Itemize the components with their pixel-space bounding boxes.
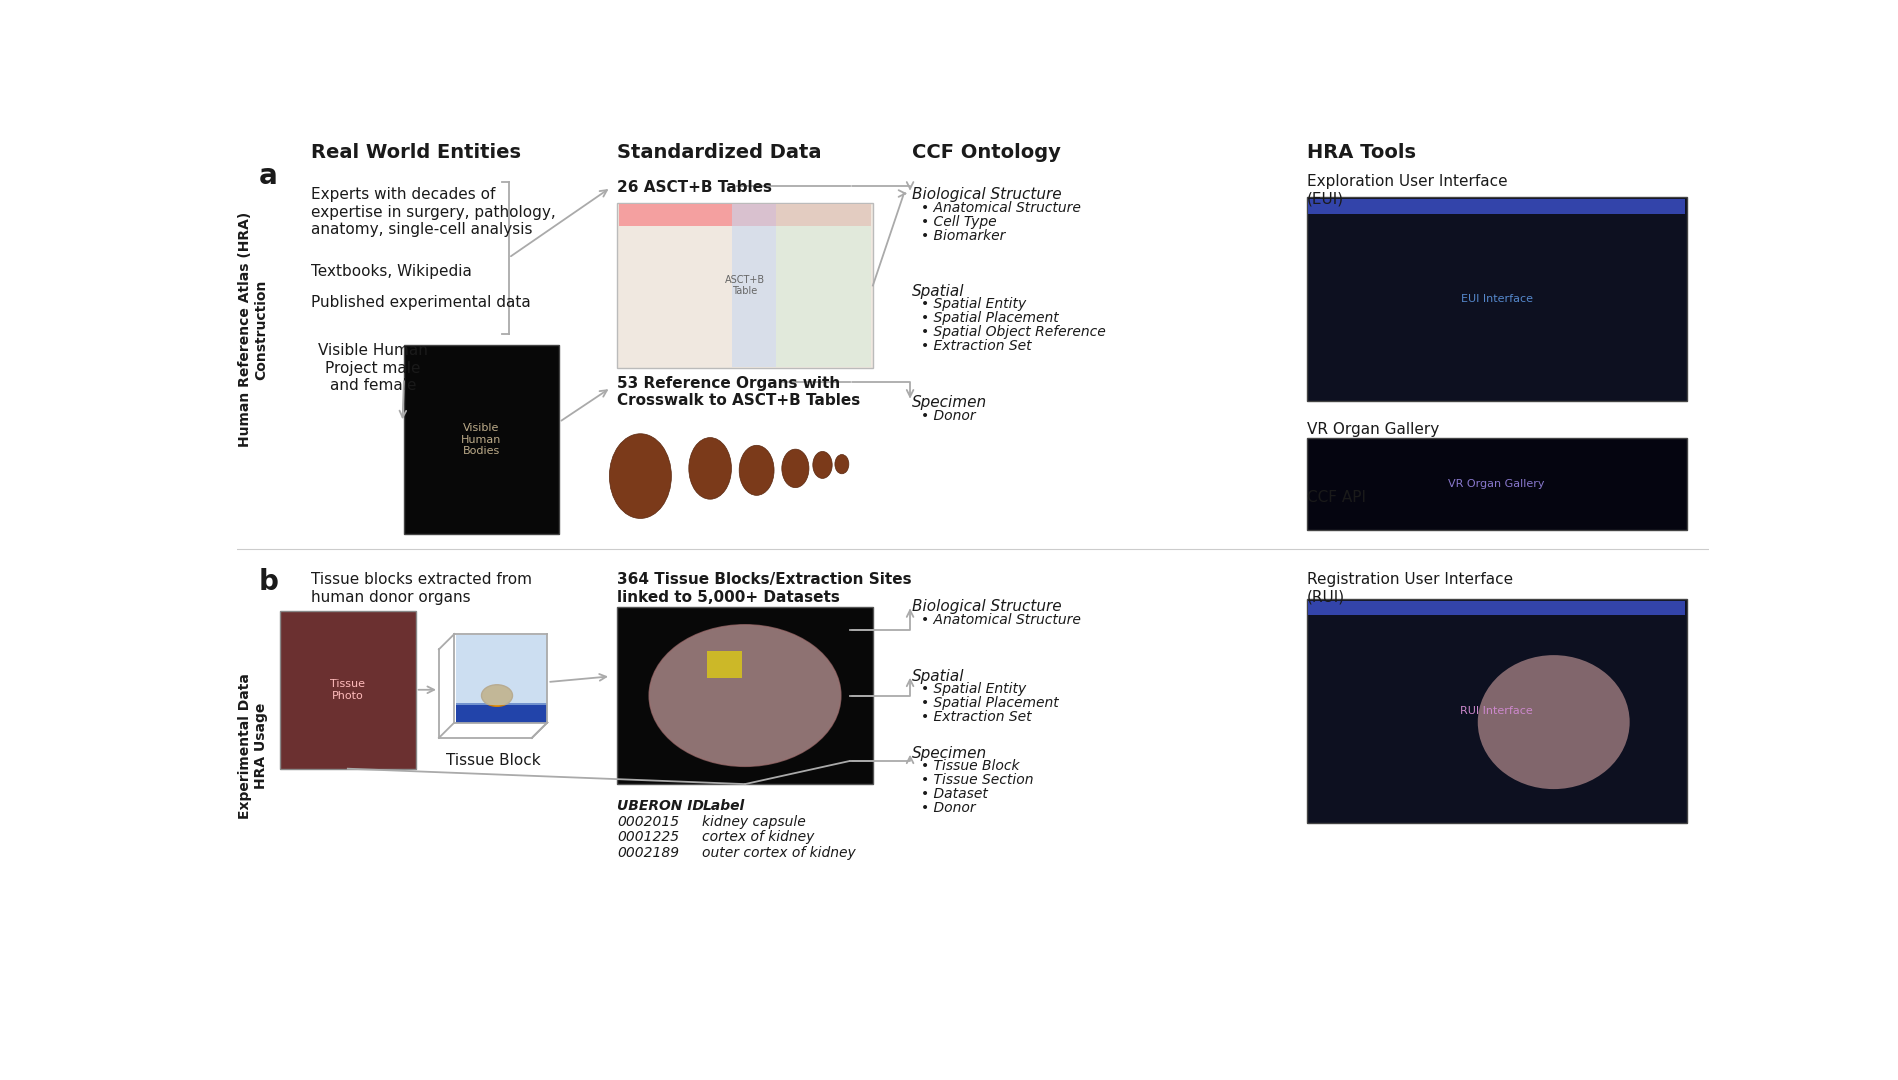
Text: HRA Tools: HRA Tools [1306, 144, 1416, 162]
Text: Experts with decades of
expertise in surgery, pathology,
anatomy, single-cell an: Experts with decades of expertise in sur… [311, 187, 556, 238]
Text: Tissue
Photo: Tissue Photo [330, 679, 364, 701]
Text: • Spatial Entity: • Spatial Entity [921, 683, 1025, 697]
Text: 364 Tissue Blocks/Extraction Sites
linked to 5,000+ Datasets: 364 Tissue Blocks/Extraction Sites linke… [617, 572, 911, 605]
Text: • Biomarker: • Biomarker [921, 229, 1004, 243]
Ellipse shape [482, 685, 512, 706]
Ellipse shape [609, 434, 672, 518]
Text: Label: Label [702, 799, 744, 813]
Text: Experimental Data
HRA Usage: Experimental Data HRA Usage [237, 673, 268, 819]
Text: • Extraction Set: • Extraction Set [921, 339, 1031, 353]
Text: 0002189: 0002189 [617, 846, 679, 860]
Ellipse shape [649, 624, 841, 767]
Text: outer cortex of kidney: outer cortex of kidney [702, 846, 856, 860]
Text: Spatial: Spatial [911, 284, 964, 298]
Text: Exploration User Interface
(EUI): Exploration User Interface (EUI) [1306, 174, 1507, 206]
Text: Registration User Interface
(RUI): Registration User Interface (RUI) [1306, 572, 1513, 605]
FancyBboxPatch shape [617, 607, 873, 784]
Text: Visible Human
Project male
and female: Visible Human Project male and female [317, 343, 427, 393]
Text: ASCT+B
Table: ASCT+B Table [725, 274, 765, 296]
FancyBboxPatch shape [706, 651, 740, 678]
Text: • Donor: • Donor [921, 801, 976, 815]
Text: • Tissue Section: • Tissue Section [921, 773, 1033, 787]
Text: EUI Interface: EUI Interface [1460, 295, 1532, 305]
Text: Textbooks, Wikipedia: Textbooks, Wikipedia [311, 265, 471, 280]
Text: • Tissue Block: • Tissue Block [921, 759, 1019, 773]
Text: 0002015: 0002015 [617, 815, 679, 829]
Text: cortex of kidney: cortex of kidney [702, 831, 814, 845]
FancyBboxPatch shape [1308, 199, 1684, 214]
Text: VR Organ Gallery: VR Organ Gallery [1306, 422, 1439, 437]
Text: a: a [258, 162, 277, 190]
FancyBboxPatch shape [1306, 599, 1685, 823]
Text: VR Organ Gallery: VR Organ Gallery [1448, 478, 1545, 489]
FancyBboxPatch shape [404, 346, 558, 534]
Text: • Anatomical Structure: • Anatomical Structure [921, 613, 1080, 627]
Text: • Extraction Set: • Extraction Set [921, 711, 1031, 725]
Text: Standardized Data: Standardized Data [617, 144, 822, 162]
Ellipse shape [835, 455, 848, 474]
Text: • Anatomical Structure: • Anatomical Structure [921, 201, 1080, 215]
Text: CCF API: CCF API [1306, 490, 1365, 505]
FancyBboxPatch shape [617, 415, 873, 534]
Text: Human Reference Atlas (HRA)
Construction: Human Reference Atlas (HRA) Construction [237, 212, 268, 447]
FancyBboxPatch shape [619, 204, 871, 226]
Text: • Spatial Entity: • Spatial Entity [921, 297, 1025, 311]
Ellipse shape [738, 445, 774, 496]
Ellipse shape [1477, 656, 1628, 789]
Text: kidney capsule: kidney capsule [702, 815, 805, 829]
FancyBboxPatch shape [456, 635, 547, 705]
Text: Tissue blocks extracted from
human donor organs: Tissue blocks extracted from human donor… [311, 572, 531, 605]
Text: CCF Ontology: CCF Ontology [911, 144, 1059, 162]
Ellipse shape [782, 449, 809, 488]
Text: • Spatial Object Reference: • Spatial Object Reference [921, 325, 1105, 339]
Text: • Spatial Placement: • Spatial Placement [921, 311, 1057, 325]
Text: 0001225: 0001225 [617, 831, 679, 845]
Text: Visible
Human
Bodies: Visible Human Bodies [461, 423, 501, 456]
Text: • Cell Type: • Cell Type [921, 215, 996, 229]
Text: RUI Interface: RUI Interface [1460, 706, 1532, 716]
Text: 26 ASCT+B Tables: 26 ASCT+B Tables [617, 179, 772, 194]
FancyBboxPatch shape [1306, 437, 1685, 530]
Text: Published experimental data: Published experimental data [311, 295, 530, 310]
FancyBboxPatch shape [617, 203, 873, 368]
Text: Specimen: Specimen [911, 745, 987, 760]
Text: • Dataset: • Dataset [921, 787, 987, 801]
Text: Spatial: Spatial [911, 669, 964, 684]
Text: • Donor: • Donor [921, 409, 976, 423]
FancyBboxPatch shape [733, 204, 774, 367]
Text: Tissue Block: Tissue Block [446, 754, 541, 768]
FancyBboxPatch shape [279, 611, 416, 769]
Text: Specimen: Specimen [911, 395, 987, 410]
FancyBboxPatch shape [456, 703, 547, 723]
Text: • Spatial Placement: • Spatial Placement [921, 697, 1057, 711]
Ellipse shape [812, 451, 831, 478]
Text: b: b [258, 568, 279, 596]
Text: Biological Structure: Biological Structure [911, 187, 1061, 202]
Text: Real World Entities: Real World Entities [311, 144, 520, 162]
FancyBboxPatch shape [774, 204, 871, 367]
Text: Biological Structure: Biological Structure [911, 599, 1061, 615]
Text: 53 Reference Organs with
Crosswalk to ASCT+B Tables: 53 Reference Organs with Crosswalk to AS… [617, 376, 860, 408]
Ellipse shape [689, 437, 731, 499]
FancyBboxPatch shape [1306, 198, 1685, 402]
Text: UBERON ID: UBERON ID [617, 799, 704, 813]
FancyBboxPatch shape [1308, 600, 1684, 615]
